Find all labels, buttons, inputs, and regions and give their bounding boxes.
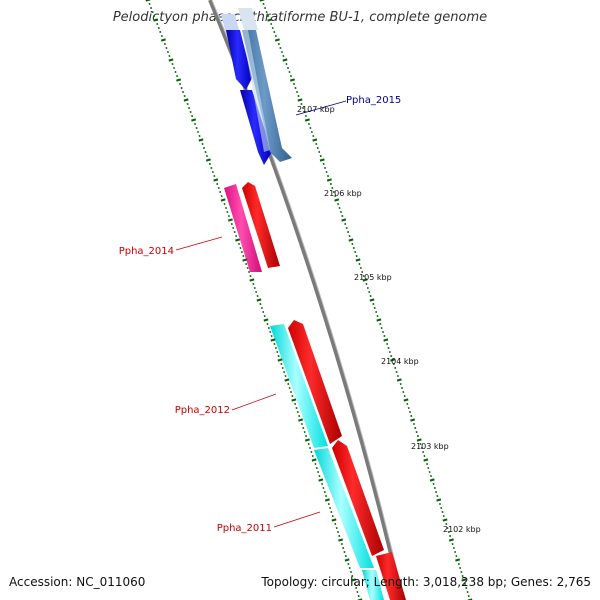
inner-ring-major-tick — [311, 458, 317, 462]
outer-ring-major-tick — [383, 338, 389, 342]
outer-ring-major-tick — [259, 0, 265, 2]
inner-ring-major-tick — [235, 238, 241, 242]
inner-ring-major-tick — [160, 38, 166, 42]
inner-ring-major-tick — [304, 438, 310, 442]
tick-label-2104: 2104 kbp — [381, 357, 419, 366]
inner-ring-major-tick — [213, 178, 219, 182]
ppha-2014-leader — [175, 236, 223, 251]
outer-ring-major-tick — [341, 218, 347, 222]
tick-label-2106: 2106 kbp — [324, 189, 362, 198]
tick-label-2103: 2103 kbp — [411, 442, 449, 451]
ppha-2011-leader — [273, 511, 321, 528]
inner-tick-ring — [145, 0, 363, 600]
inner-ring-major-tick — [249, 278, 255, 282]
outer-ring-major-tick — [461, 578, 467, 582]
outer-ring-major-tick — [403, 398, 409, 402]
ppha-2011-cyan-feature[interactable] — [314, 448, 374, 568]
ppha-2014-cds[interactable] — [242, 182, 280, 268]
inner-ring-major-tick — [191, 118, 197, 122]
outer-ring-major-tick — [416, 438, 422, 442]
inner-ring-major-tick — [298, 418, 304, 422]
ppha-2012-cds[interactable] — [288, 320, 342, 444]
inner-ring-major-tick — [331, 518, 337, 522]
inner-ring-major-tick — [284, 378, 290, 382]
gene-ppha-2015-feature[interactable] — [226, 30, 292, 165]
outer-ring-major-tick — [326, 178, 332, 182]
outer-ring-major-tick — [362, 278, 368, 282]
inner-ring-major-tick — [145, 0, 151, 2]
inner-ring-major-tick — [344, 558, 350, 562]
next-red-cds — [376, 552, 406, 600]
outer-ring-major-tick — [304, 118, 310, 122]
inner-ring-major-tick — [205, 158, 211, 162]
inner-ring-major-tick — [168, 58, 174, 62]
inner-ring-major-tick — [176, 78, 182, 82]
inner-ring-major-tick — [242, 258, 248, 262]
outer-ring-major-tick — [319, 158, 325, 162]
inner-ring-major-tick — [291, 398, 297, 402]
ppha-2012-cyan-feature[interactable] — [270, 324, 328, 448]
inner-ring-major-tick — [351, 578, 357, 582]
topology-text: Topology: circular; Length: 3,018,238 bp… — [261, 575, 591, 589]
ppha-2014-pink-feature[interactable] — [224, 184, 262, 272]
inner-ring-major-tick — [263, 318, 269, 322]
outer-ring-major-tick — [348, 238, 354, 242]
inner-ring-major-tick — [324, 498, 330, 502]
inner-ring-major-tick — [220, 198, 226, 202]
outer-tick-ring — [259, 0, 473, 600]
ppha-2014-label[interactable]: Ppha_2014 — [119, 246, 174, 257]
outer-ring-major-tick — [442, 518, 448, 522]
map-title: Pelodictyon phaeoclathratiforme BU-1, co… — [112, 10, 488, 25]
ppha-2015-label[interactable]: Ppha_2015 — [346, 95, 401, 106]
inner-ring-major-tick — [153, 18, 159, 22]
ppha-2012-label[interactable]: Ppha_2012 — [175, 405, 230, 416]
ppha-2012-leader — [231, 393, 277, 411]
outer-ring-major-tick — [410, 418, 416, 422]
gene-ppha-2014-feature[interactable] — [224, 182, 280, 272]
outer-ring-major-tick — [290, 78, 295, 82]
ppha-2015-light-feature[interactable] — [242, 30, 292, 162]
outer-ring-major-tick — [376, 318, 382, 322]
outer-ring-major-tick — [429, 478, 435, 482]
inner-ring-major-tick — [198, 138, 204, 142]
inner-ring-major-tick — [183, 98, 189, 102]
next-cyan-feature — [362, 570, 384, 600]
inner-ring-major-tick — [277, 358, 283, 362]
outer-ring-major-tick — [369, 298, 375, 302]
outer-ring-major-tick — [390, 358, 396, 362]
outer-ring-major-tick — [267, 18, 273, 22]
inner-ring-major-tick — [227, 218, 233, 222]
accession-text: Accession: NC_011060 — [9, 575, 146, 589]
tick-label-2102: 2102 kbp — [443, 525, 481, 534]
inner-ring-major-tick — [256, 298, 262, 302]
outer-ring-major-tick — [448, 538, 454, 542]
outer-ring-major-tick — [423, 458, 429, 462]
outer-ring-major-tick — [455, 558, 461, 562]
outer-ring-major-tick — [355, 258, 361, 262]
outer-ring-major-tick — [396, 378, 402, 382]
outer-ring-major-tick — [334, 198, 340, 202]
gene-ppha-2012-feature[interactable] — [270, 320, 342, 448]
genome-backbone — [208, 0, 405, 600]
inner-ring-major-tick — [318, 478, 324, 482]
ppha-2015-highlight — [242, 30, 270, 152]
outer-ring-major-tick — [312, 138, 318, 142]
ppha-2011-label[interactable]: Ppha_2011 — [217, 523, 272, 534]
outer-ring-major-tick — [297, 98, 303, 102]
gene-labels: Ppha_2015 Ppha_2014 Ppha_2012 Ppha_2011 — [119, 95, 402, 534]
tick-label-2105: 2105 kbp — [354, 273, 392, 282]
gene-ppha-2011-feature[interactable] — [314, 440, 406, 600]
inner-ring-major-tick — [270, 338, 276, 342]
outer-ring-major-tick — [282, 58, 288, 62]
outer-ring-major-tick — [436, 498, 442, 502]
faded-reverse-cds-light — [238, 8, 258, 30]
outer-ring-major-tick — [274, 38, 280, 42]
ppha-2015-cds-segment-1[interactable] — [226, 30, 252, 90]
ppha-2015-leader — [295, 100, 347, 116]
inner-ring-major-tick — [338, 538, 344, 542]
ppha-2011-cds[interactable] — [332, 440, 384, 556]
